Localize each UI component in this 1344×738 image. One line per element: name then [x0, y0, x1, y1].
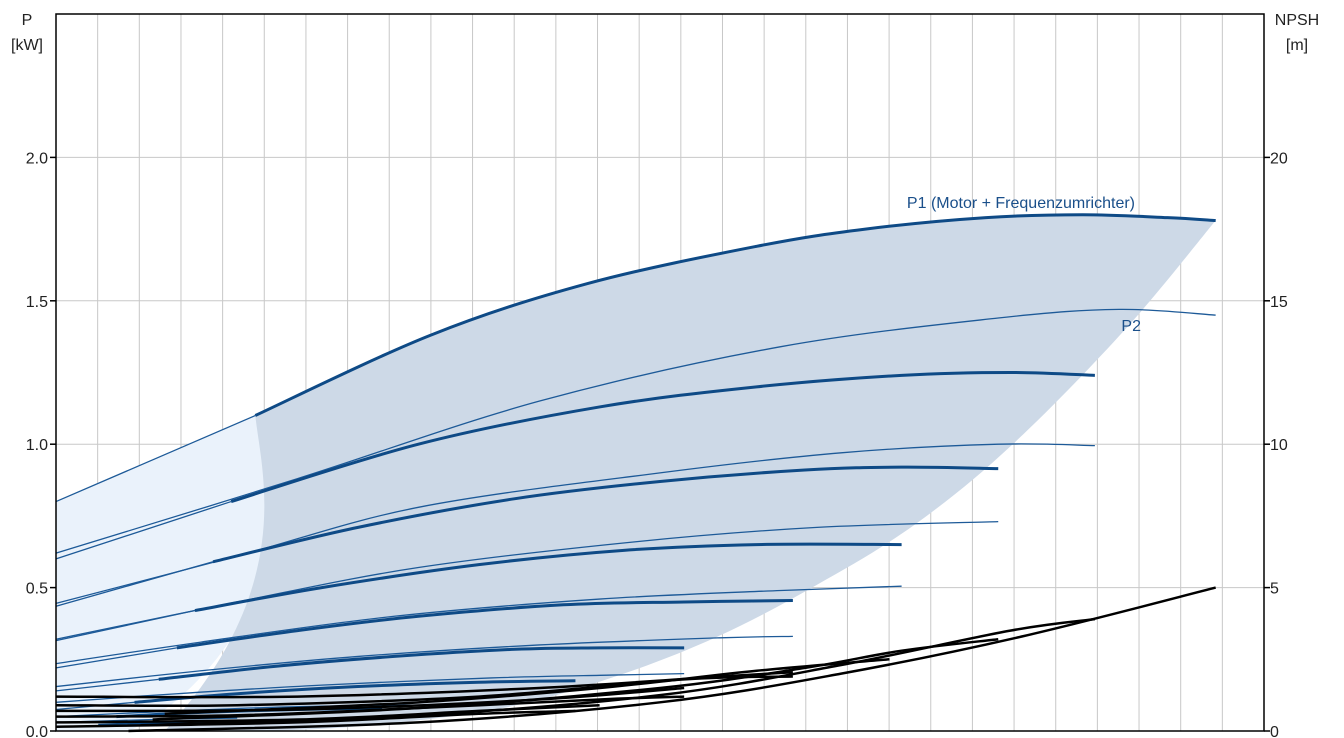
- right-tick-label: 5: [1270, 581, 1279, 598]
- p2-curve: [55, 635, 793, 688]
- npsh-curve: [55, 695, 685, 718]
- operating-envelope: [164, 214, 1216, 732]
- right-axis-label-line1: NPSH: [1275, 12, 1319, 29]
- right-tick-label: 15: [1270, 294, 1288, 311]
- p1-curve: [158, 646, 685, 681]
- npsh-curve: [55, 675, 793, 708]
- p2-curve-label: P2: [1121, 318, 1141, 335]
- right-tick-label: 0: [1270, 724, 1279, 738]
- low-speed-region: [56, 415, 278, 731]
- npsh-curve: [128, 586, 1216, 733]
- plot-frame: [55, 13, 1265, 732]
- curves: [55, 213, 1216, 733]
- p1-curve: [254, 213, 1216, 417]
- left-tick-label: 2.0: [26, 150, 48, 167]
- p2-curve: [55, 585, 902, 665]
- left-axis-label-line2: [kW]: [11, 37, 43, 54]
- npsh-curve: [55, 686, 685, 713]
- left-tick-label: 1.5: [26, 294, 48, 311]
- p2-curve: [55, 609, 196, 642]
- left-tick-label: 0.5: [26, 581, 48, 598]
- p2-curve: [55, 414, 256, 503]
- operating-regions: [56, 214, 1216, 732]
- p2-curve: [55, 678, 159, 692]
- p1-curve: [230, 370, 1095, 503]
- right-axis-label-line2: [m]: [1286, 37, 1308, 54]
- left-tick-label: 0.0: [26, 724, 48, 738]
- p1-curve: [176, 599, 793, 650]
- p1-curve: [194, 542, 902, 613]
- p1-curve-label: P1 (Motor + Frequenzumrichter): [907, 195, 1135, 212]
- p2-curve: [55, 500, 232, 560]
- p2-curve: [55, 647, 177, 669]
- p2-curve: [55, 308, 1216, 554]
- right-tick-label: 10: [1270, 437, 1288, 454]
- npsh-curve: [164, 658, 890, 716]
- npsh-curve: [55, 709, 576, 728]
- left-axis-label-line1: P: [22, 12, 33, 29]
- npsh-curve: [55, 703, 600, 724]
- p2-curve: [55, 672, 685, 703]
- p1-curve: [212, 465, 999, 564]
- p2-curve: [55, 561, 214, 607]
- left-tick-label: 1.0: [26, 437, 48, 454]
- axes: 0.0 0.5 1.0 1.5 2.0 0 5 10 15 20: [26, 13, 1288, 738]
- right-tick-label: 20: [1270, 150, 1288, 167]
